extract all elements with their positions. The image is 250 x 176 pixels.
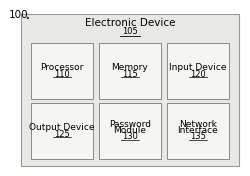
Text: Output Device: Output Device xyxy=(29,123,95,132)
Text: Password: Password xyxy=(109,120,151,129)
Text: 125: 125 xyxy=(54,130,70,139)
FancyBboxPatch shape xyxy=(31,43,93,99)
Text: 135: 135 xyxy=(190,132,206,141)
FancyBboxPatch shape xyxy=(167,103,229,159)
FancyBboxPatch shape xyxy=(99,103,161,159)
Text: Module: Module xyxy=(114,126,146,135)
Text: 120: 120 xyxy=(190,70,206,78)
Text: Input Device: Input Device xyxy=(169,63,227,72)
FancyBboxPatch shape xyxy=(167,43,229,99)
FancyBboxPatch shape xyxy=(99,43,161,99)
FancyBboxPatch shape xyxy=(21,14,239,166)
Text: Memory: Memory xyxy=(112,63,148,72)
Text: 130: 130 xyxy=(122,132,138,141)
Text: 110: 110 xyxy=(54,70,70,78)
FancyBboxPatch shape xyxy=(31,103,93,159)
Text: Interface: Interface xyxy=(178,126,218,135)
Text: 115: 115 xyxy=(122,70,138,78)
Text: Electronic Device: Electronic Device xyxy=(85,18,175,28)
Text: Processor: Processor xyxy=(40,63,84,72)
Text: 100: 100 xyxy=(9,10,28,20)
Text: Network: Network xyxy=(179,120,217,129)
Text: 105: 105 xyxy=(122,27,138,36)
